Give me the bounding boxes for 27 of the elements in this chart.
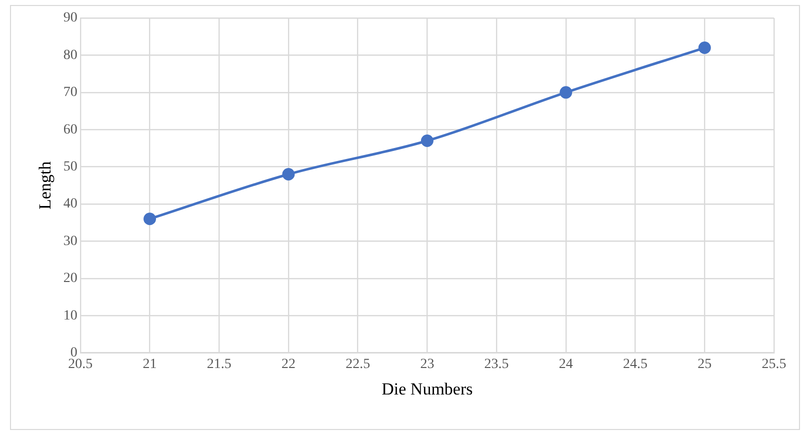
x-tick-label: 22 — [281, 356, 296, 372]
x-tick-label: 23 — [420, 356, 434, 372]
x-tick-label: 25.5 — [762, 356, 786, 372]
x-axis-title: Die Numbers — [382, 379, 473, 398]
x-tick-label: 25 — [698, 356, 712, 372]
x-tick-label: 22.5 — [346, 356, 370, 372]
y-tick-label: 50 — [63, 159, 78, 174]
y-tick-label: 90 — [63, 10, 78, 26]
point — [560, 86, 572, 99]
x-tick-label: 24.5 — [623, 356, 648, 372]
point — [282, 168, 295, 180]
y-tick-label: 80 — [63, 48, 78, 63]
y-tick-label: 40 — [63, 196, 78, 212]
y-axis-title: Length — [36, 160, 55, 210]
y-tick-label: 60 — [63, 122, 78, 138]
x-tick-label: 24 — [558, 356, 573, 372]
y-tick-label: 10 — [63, 308, 78, 324]
y-tick-label: 20 — [63, 271, 78, 286]
point — [420, 134, 434, 148]
x-tick-label: 20.5 — [68, 356, 93, 372]
y-tick-label: 70 — [63, 85, 78, 100]
point — [698, 42, 711, 54]
point — [144, 212, 156, 226]
y-tick-label: 30 — [63, 234, 78, 249]
x-tick-label: 21 — [142, 356, 157, 372]
x-tick-label: 23.5 — [484, 356, 509, 372]
x-tick-label: 21.5 — [206, 356, 232, 372]
